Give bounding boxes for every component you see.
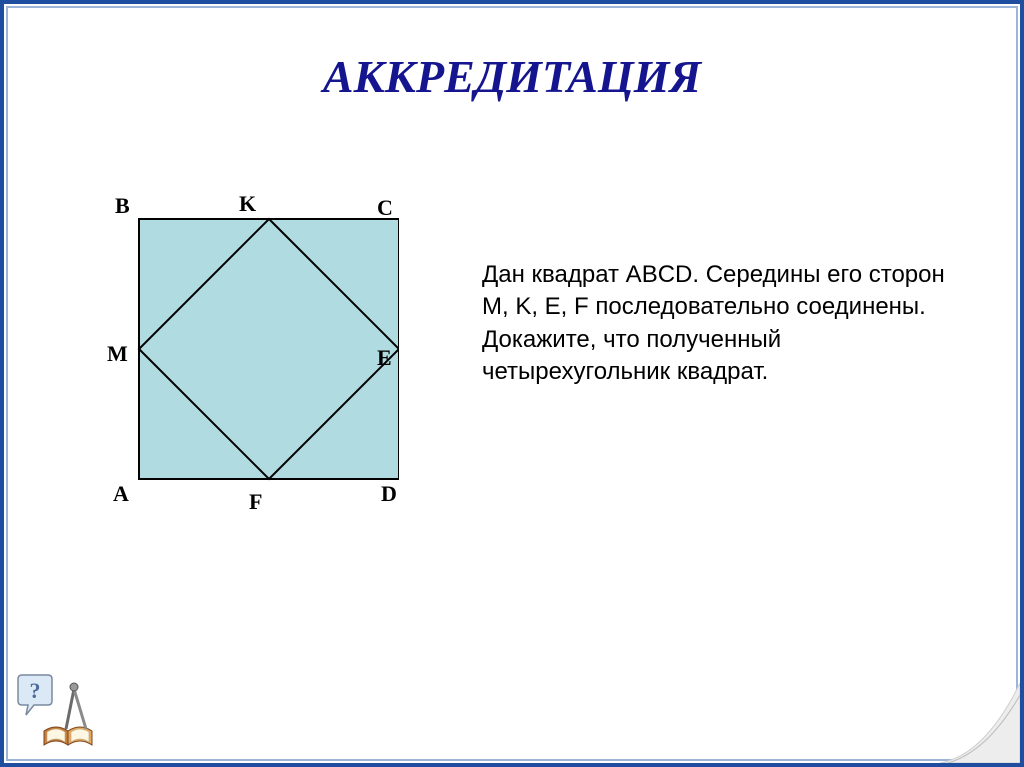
page-curl [930,673,1020,763]
vertex-label-B: B [115,193,130,219]
vertex-label-K: K [239,191,256,217]
page-curl-icon [930,673,1020,763]
slide: АККРЕДИТАЦИЯ B K C M E A F D Дан квадрат ABCD. … [0,0,1024,767]
footer-icons: ? [16,671,106,751]
geometry-diagram: BKCMEAFD [119,199,399,529]
slide-title: АККРЕДИТАЦИЯ [4,50,1020,103]
vertex-label-E: E [377,345,392,371]
vertex-label-M: M [107,341,128,367]
vertex-label-A: A [113,481,129,507]
svg-text:?: ? [30,678,41,703]
help-tools-icon: ? [16,671,106,751]
vertex-label-D: D [381,481,397,507]
problem-text: Дан квадрат ABCD. Середины его сторон M,… [482,259,962,389]
diagram-svg [119,199,399,529]
vertex-label-F: F [249,489,262,515]
vertex-label-C: C [377,195,393,221]
